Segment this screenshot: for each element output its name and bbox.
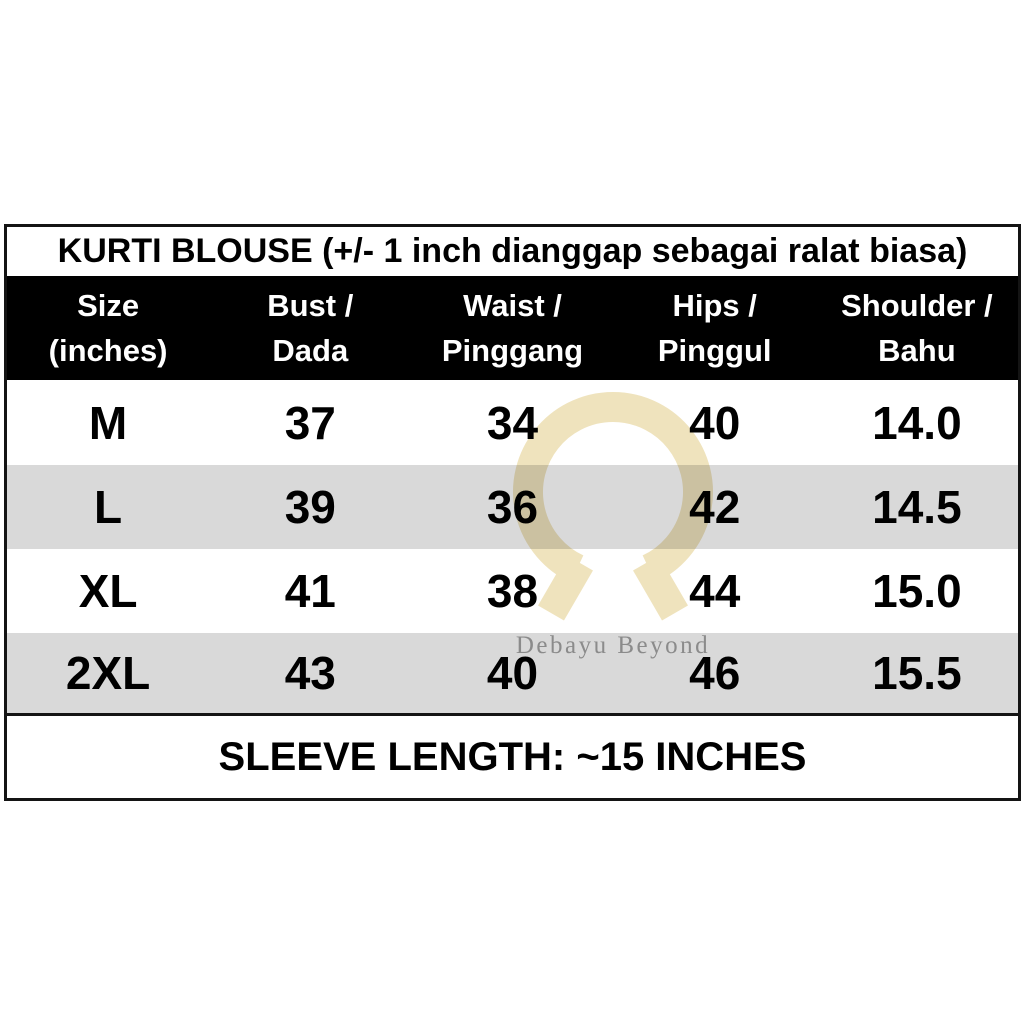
cell-xl-shoulder: 15.0 bbox=[872, 565, 962, 617]
cell-xl-bust: 41 bbox=[284, 565, 336, 617]
header-size-line2: (inches) bbox=[48, 333, 168, 368]
header-bust-line2: Dada bbox=[272, 333, 349, 368]
header-shoulder-line1: Shoulder / bbox=[841, 288, 993, 323]
header-bust-line1: Bust / bbox=[267, 288, 354, 323]
size-chart-table: KURTI BLOUSE (+/- 1 inch dianggap sebaga… bbox=[4, 224, 1021, 801]
header-hips-line1: Hips / bbox=[672, 288, 757, 323]
table-title: KURTI BLOUSE (+/- 1 inch dianggap sebaga… bbox=[7, 227, 1018, 276]
header-size-line1: Size bbox=[77, 288, 140, 323]
cell-m-shoulder: 14.0 bbox=[872, 396, 962, 449]
table-row-m: M 37 34 40 14.0 bbox=[7, 380, 1018, 465]
cell-l-bust: 39 bbox=[284, 481, 336, 533]
cell-2xl-waist: 40 bbox=[486, 647, 539, 699]
cell-xl-size: XL bbox=[78, 565, 138, 617]
header-cell-shoulder: Shoulder / Bahu bbox=[816, 276, 1018, 380]
header-cell-bust: Bust / Dada bbox=[209, 276, 411, 380]
cell-l-waist: 36 bbox=[486, 481, 539, 533]
cell-xl-waist: 38 bbox=[486, 565, 539, 617]
header-waist-line1: Waist / bbox=[463, 288, 562, 323]
header-cell-size: Size (inches) bbox=[7, 276, 209, 380]
header-shoulder-line2: Bahu bbox=[878, 333, 956, 368]
cell-m-hips: 40 bbox=[689, 396, 741, 449]
header-waist-line2: Pinggang bbox=[441, 333, 584, 368]
cell-m-waist: 34 bbox=[486, 396, 539, 449]
table-header-row: Size (inches) Bust / Dada Waist / Pingga… bbox=[7, 276, 1018, 380]
table-row-l: L 39 36 42 14.5 bbox=[7, 465, 1018, 549]
cell-xl-hips: 44 bbox=[689, 565, 741, 617]
cell-2xl-bust: 43 bbox=[284, 647, 336, 699]
cell-l-size: L bbox=[94, 481, 123, 533]
cell-2xl-shoulder: 15.5 bbox=[872, 647, 962, 699]
table-footer-sleeve-length: SLEEVE LENGTH: ~15 INCHES bbox=[7, 713, 1018, 798]
cell-m-bust: 37 bbox=[284, 396, 336, 449]
cell-l-hips: 42 bbox=[689, 481, 741, 533]
cell-2xl-hips: 46 bbox=[689, 647, 741, 699]
cell-l-shoulder: 14.5 bbox=[872, 481, 962, 533]
table-row-2xl: 2XL 43 40 46 15.5 bbox=[7, 633, 1018, 713]
header-cell-waist: Waist / Pinggang bbox=[411, 276, 613, 380]
header-hips-line2: Pinggul bbox=[657, 333, 772, 368]
cell-2xl-size: 2XL bbox=[65, 647, 151, 699]
cell-m-size: M bbox=[88, 396, 128, 449]
table-row-xl: XL 41 38 44 15.0 bbox=[7, 549, 1018, 633]
header-cell-hips: Hips / Pinggul bbox=[614, 276, 816, 380]
